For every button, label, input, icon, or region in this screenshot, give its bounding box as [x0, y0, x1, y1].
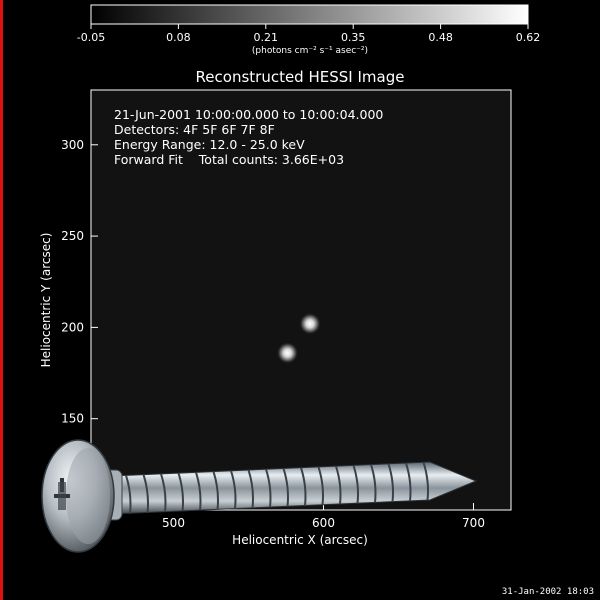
x-tick-label: 600 [312, 516, 335, 530]
colorbar-unit-label: (photons cm⁻² s⁻¹ asec⁻²) [252, 46, 368, 56]
colorbar-tick-label: 0.48 [428, 31, 453, 44]
info-line-energy: Energy Range: 12.0 - 25.0 keV [114, 137, 305, 152]
y-tick-label: 150 [61, 412, 84, 426]
source-blob [276, 341, 299, 364]
x-tick-label: 500 [162, 516, 185, 530]
window-left-border [0, 0, 3, 600]
info-text-block: 21-Jun-2001 10:00:00.000 to 10:00:04.000… [114, 107, 383, 167]
y-tick-label: 200 [61, 320, 84, 334]
info-line-detectors: Detectors: 4F 5F 6F 7F 8F [114, 122, 275, 137]
colorbar: -0.05 0.08 0.21 0.35 0.48 0.62 (photons cm⁻² … [77, 4, 540, 56]
info-line-counts: Forward Fit Total counts: 3.66E+03 [114, 152, 344, 167]
y-tick-label: 250 [61, 229, 84, 243]
screw-icon [41, 439, 478, 553]
plot-title: Reconstructed HESSI Image [196, 68, 405, 86]
axis-ticks: 500 600 700 150 200 250 300 [61, 138, 485, 530]
colorbar-ticks: -0.05 0.08 0.21 0.35 0.48 0.62 [77, 24, 540, 44]
colorbar-gradient [90, 4, 529, 25]
source-blob [299, 312, 321, 335]
info-line-time: 21-Jun-2001 10:00:00.000 to 10:00:04.000 [114, 107, 383, 122]
y-axis-label: Heliocentric Y (arcsec) [39, 233, 53, 368]
colorbar-tick-label: 0.08 [166, 31, 191, 44]
plot-frame [90, 89, 512, 511]
timestamp: 31-Jan-2002 18:03 [501, 587, 594, 597]
colorbar-tick-label: 0.62 [516, 31, 541, 44]
y-tick-label: 300 [61, 138, 84, 152]
x-axis-label: Heliocentric X (arcsec) [232, 533, 368, 547]
sources [276, 312, 321, 364]
colorbar-tick-label: 0.35 [341, 31, 366, 44]
colorbar-tick-label: -0.05 [77, 31, 105, 44]
x-tick-label: 700 [462, 516, 485, 530]
colorbar-tick-label: 0.21 [254, 31, 279, 44]
